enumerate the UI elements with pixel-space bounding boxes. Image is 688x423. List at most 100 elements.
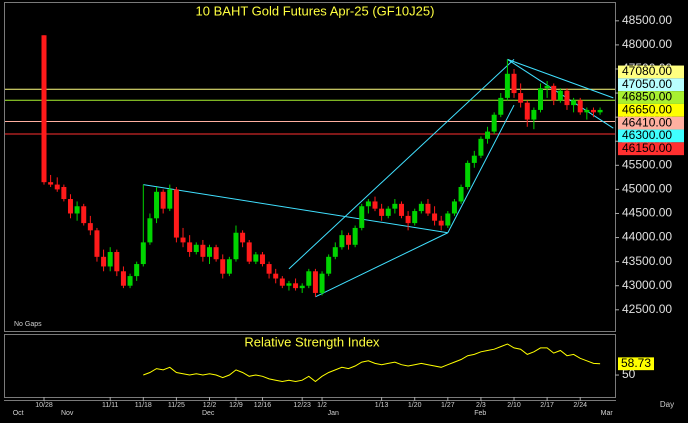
candle-body xyxy=(127,276,133,286)
level-label: 46150.00 xyxy=(622,141,672,155)
candle-body xyxy=(61,186,67,200)
candle-body xyxy=(432,213,438,221)
candle-body xyxy=(471,155,477,163)
y-tick-label: 43000.00 xyxy=(622,278,672,292)
candle-body xyxy=(571,100,577,106)
candle-body xyxy=(306,271,312,286)
x-tick-label: 2/10 xyxy=(507,402,521,409)
y-tick-label: 45000.00 xyxy=(622,182,672,196)
candle-body xyxy=(187,242,193,253)
month-label: Jan xyxy=(328,410,339,417)
candle-body xyxy=(279,278,285,286)
candle-body xyxy=(286,283,292,286)
y-tick-label: 43500.00 xyxy=(622,254,672,268)
level-label: 46410.00 xyxy=(622,115,672,129)
x-tick-label: 11/25 xyxy=(168,402,185,409)
candle-body xyxy=(193,244,199,253)
candle-body xyxy=(412,211,418,224)
level-label: 47080.00 xyxy=(622,64,672,78)
month-label: Nov xyxy=(61,410,74,417)
candle-body xyxy=(438,220,444,226)
candle-body xyxy=(94,230,100,257)
candle-body xyxy=(425,203,431,214)
level-label-bg xyxy=(618,142,684,156)
candle-body xyxy=(498,97,504,115)
month-label: Feb xyxy=(474,410,486,417)
candle-body xyxy=(114,252,120,272)
x-tick-label: 1/27 xyxy=(441,402,455,409)
x-tick-label: 12/2 xyxy=(203,402,217,409)
candle-body xyxy=(398,203,404,216)
candle-body xyxy=(173,189,179,238)
candle-body xyxy=(140,242,146,265)
level-label: 46850.00 xyxy=(622,90,672,104)
candle-body xyxy=(392,203,398,209)
candle-body xyxy=(590,109,596,113)
candle-body xyxy=(538,88,543,110)
candle-body xyxy=(504,73,510,98)
rsi-tick-label: 50 xyxy=(622,367,636,381)
candle-body xyxy=(200,244,206,257)
candle-body xyxy=(226,259,232,274)
x-tick-label: 12/23 xyxy=(293,402,311,409)
candle-body xyxy=(584,109,590,113)
x-tick-label: 12/16 xyxy=(254,402,272,409)
rsi-line xyxy=(143,343,601,383)
candle-body xyxy=(312,271,318,293)
candle-body xyxy=(101,256,107,267)
candle-body xyxy=(67,199,73,214)
candle-body xyxy=(213,247,219,260)
candle-body xyxy=(418,203,424,212)
candle-body xyxy=(478,138,484,156)
period-label: Day xyxy=(660,400,674,409)
candle-body xyxy=(160,191,166,209)
y-tick-label: 45500.00 xyxy=(622,157,672,171)
rsi-panel xyxy=(4,334,616,398)
level-label-bg xyxy=(618,129,684,143)
level-label-bg xyxy=(618,103,684,117)
x-tick-label: 11/11 xyxy=(102,402,119,409)
x-tick-label: 1/20 xyxy=(408,402,422,409)
candle-body xyxy=(207,247,212,257)
trendline xyxy=(447,104,515,233)
candle-body xyxy=(531,109,537,120)
candle-body xyxy=(154,191,160,219)
candle-body xyxy=(74,206,80,214)
candle-body xyxy=(54,184,60,190)
candle-body xyxy=(120,271,126,286)
x-tick-label: 1/13 xyxy=(375,402,389,409)
trendline xyxy=(288,58,515,270)
candle-body xyxy=(465,162,471,187)
candle-body xyxy=(577,100,583,113)
candle-body xyxy=(339,235,345,248)
trendline xyxy=(507,58,614,99)
y-tick-label: 44500.00 xyxy=(622,206,672,220)
candle-body xyxy=(48,182,54,185)
candle-body xyxy=(564,90,570,106)
x-tick-label: 2/3 xyxy=(476,402,486,409)
chart-title: 10 BAHT Gold Futures Apr-25 (GF10J25) xyxy=(196,3,435,18)
candle-body xyxy=(557,90,563,101)
x-tick-label: 2/24 xyxy=(573,402,587,409)
candle-body xyxy=(524,102,530,120)
y-tick-label: 42500.00 xyxy=(622,302,672,316)
y-tick-label: 48000.00 xyxy=(622,37,672,51)
level-label: 46650.00 xyxy=(622,103,672,117)
candle-body xyxy=(259,254,265,265)
candle-body xyxy=(491,114,497,132)
candle-body xyxy=(81,206,87,224)
rsi-title: Relative Strength Index xyxy=(244,334,380,349)
candle-body xyxy=(597,109,603,113)
level-label: 47050.00 xyxy=(622,77,672,91)
rsi-value-bg xyxy=(618,357,654,371)
candle-body xyxy=(147,218,153,243)
candle-body xyxy=(107,252,113,267)
candle-body xyxy=(379,208,385,216)
level-label-bg xyxy=(618,78,684,92)
candle-body xyxy=(299,285,305,289)
candle-body xyxy=(485,131,491,139)
candle-body xyxy=(87,223,93,231)
